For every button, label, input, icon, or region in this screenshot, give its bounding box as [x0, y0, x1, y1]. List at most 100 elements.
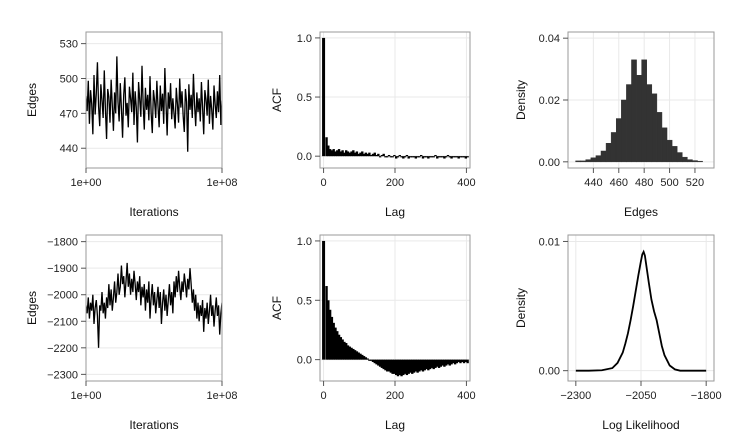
acf-bar: [409, 359, 412, 373]
x-axis-label: Lag: [385, 205, 405, 219]
acf-bar: [359, 152, 362, 157]
acf-bar: [396, 156, 400, 158]
acf-bar: [439, 156, 443, 158]
x-tick-label: 520: [686, 177, 704, 189]
acf-bar: [402, 359, 405, 376]
acf-bar: [345, 150, 348, 157]
acf-bar: [348, 152, 351, 157]
x-tick-label: 0: [321, 177, 327, 189]
histogram-bar: [595, 155, 602, 163]
acf-bar: [393, 359, 396, 374]
acf-bar: [350, 151, 353, 157]
acf-bar: [361, 151, 364, 157]
acf-bar: [425, 156, 428, 158]
acf-bar: [400, 156, 403, 158]
acf-bar: [448, 156, 451, 158]
acf-bar: [395, 156, 398, 159]
acf-bar: [377, 359, 380, 366]
acf-bar: [366, 358, 369, 360]
acf-bar: [420, 154, 423, 157]
acf-bar: [418, 156, 421, 158]
histogram-bar: [641, 59, 647, 163]
histogram-bar: [600, 150, 607, 163]
y-axis-label: Density: [514, 80, 528, 120]
plot-frame: [85, 234, 223, 382]
acf-bar: [362, 356, 366, 360]
acf-bar: [341, 150, 344, 157]
histogram-bar: [692, 160, 698, 163]
acf-bar: [357, 352, 360, 360]
y-tick-label: −2300: [47, 369, 78, 381]
acf-bar: [452, 359, 455, 364]
acf-bar: [386, 359, 389, 372]
acf-bar: [359, 353, 362, 360]
y-tick-label: 0.5: [297, 295, 312, 307]
acf-bar: [407, 359, 410, 374]
acf-bar: [437, 156, 441, 158]
acf-bar: [370, 154, 373, 157]
acf-bar: [373, 359, 376, 364]
y-axis-label: Density: [514, 288, 528, 328]
acf-bar: [371, 359, 375, 363]
y-tick-label: 1.0: [297, 33, 312, 45]
acf-bar: [443, 156, 446, 159]
acf-bar: [352, 150, 355, 157]
acf-bar: [327, 145, 330, 157]
trace-line: [86, 56, 222, 152]
acf-bar: [457, 156, 460, 159]
acf-bar: [339, 337, 343, 360]
x-tick-label: −2050: [626, 390, 657, 402]
acf-bar: [462, 156, 466, 158]
histogram-bar: [656, 112, 663, 163]
panel-density-loglik: Density Log Likelihood −2300 −2050 −1800 0.…: [514, 234, 722, 432]
acf-bar: [459, 156, 462, 158]
acf-bar: [403, 156, 407, 158]
acf-bar: [430, 156, 434, 158]
acf-bar: [407, 156, 410, 159]
acf-bar: [450, 359, 453, 365]
acf-bar: [368, 359, 371, 361]
acf-bar: [393, 154, 396, 157]
x-axis-label: Iterations: [129, 418, 178, 432]
plot-area: [575, 249, 707, 372]
histogram-bar: [605, 143, 612, 163]
acf-bar: [453, 359, 457, 365]
histogram-bar: [590, 157, 597, 163]
histogram-bar: [697, 160, 703, 163]
acf-bar: [466, 156, 469, 158]
histogram-bar: [687, 159, 693, 163]
acf-bar: [362, 153, 366, 157]
y-tick-label: 530: [60, 39, 78, 51]
acf-bar: [357, 153, 360, 157]
y-tick-label: −2100: [47, 316, 78, 328]
panel-acf-edges: ACF Lag 0 200 400 0.0 0.5 1.0: [270, 31, 476, 219]
x-tick-label: 1e+00: [71, 390, 102, 402]
x-tick-label: 500: [660, 177, 678, 189]
acf-bar: [445, 156, 448, 158]
y-tick-label: 0.01: [539, 236, 560, 248]
histogram-bar: [626, 84, 632, 163]
acf-bar: [434, 359, 437, 368]
plot-area: [86, 262, 222, 348]
acf-bar: [375, 359, 378, 365]
panel-density-edges: Density Edges 440 460 480 500 520 0.00 0.02 0.0…: [514, 31, 715, 219]
acf-bar: [355, 351, 359, 360]
acf-bar: [355, 151, 359, 157]
acf-bar: [466, 359, 469, 364]
acf-bar: [334, 327, 337, 360]
y-tick-label: 0.02: [539, 95, 560, 107]
acf-bar: [428, 359, 432, 370]
acf-bar: [341, 339, 344, 360]
acf-bar: [337, 149, 341, 157]
acf-bar: [436, 359, 439, 367]
acf-bar: [327, 300, 330, 360]
acf-bar: [343, 152, 346, 157]
acf-bar: [441, 359, 444, 366]
acf-bar: [378, 156, 382, 158]
acf-bar: [453, 156, 457, 158]
y-axis-label: ACF: [270, 296, 284, 320]
acf-bar: [452, 156, 455, 158]
acf-bar: [396, 359, 400, 377]
x-tick-label: 200: [386, 390, 404, 402]
acf-bar: [446, 359, 450, 365]
